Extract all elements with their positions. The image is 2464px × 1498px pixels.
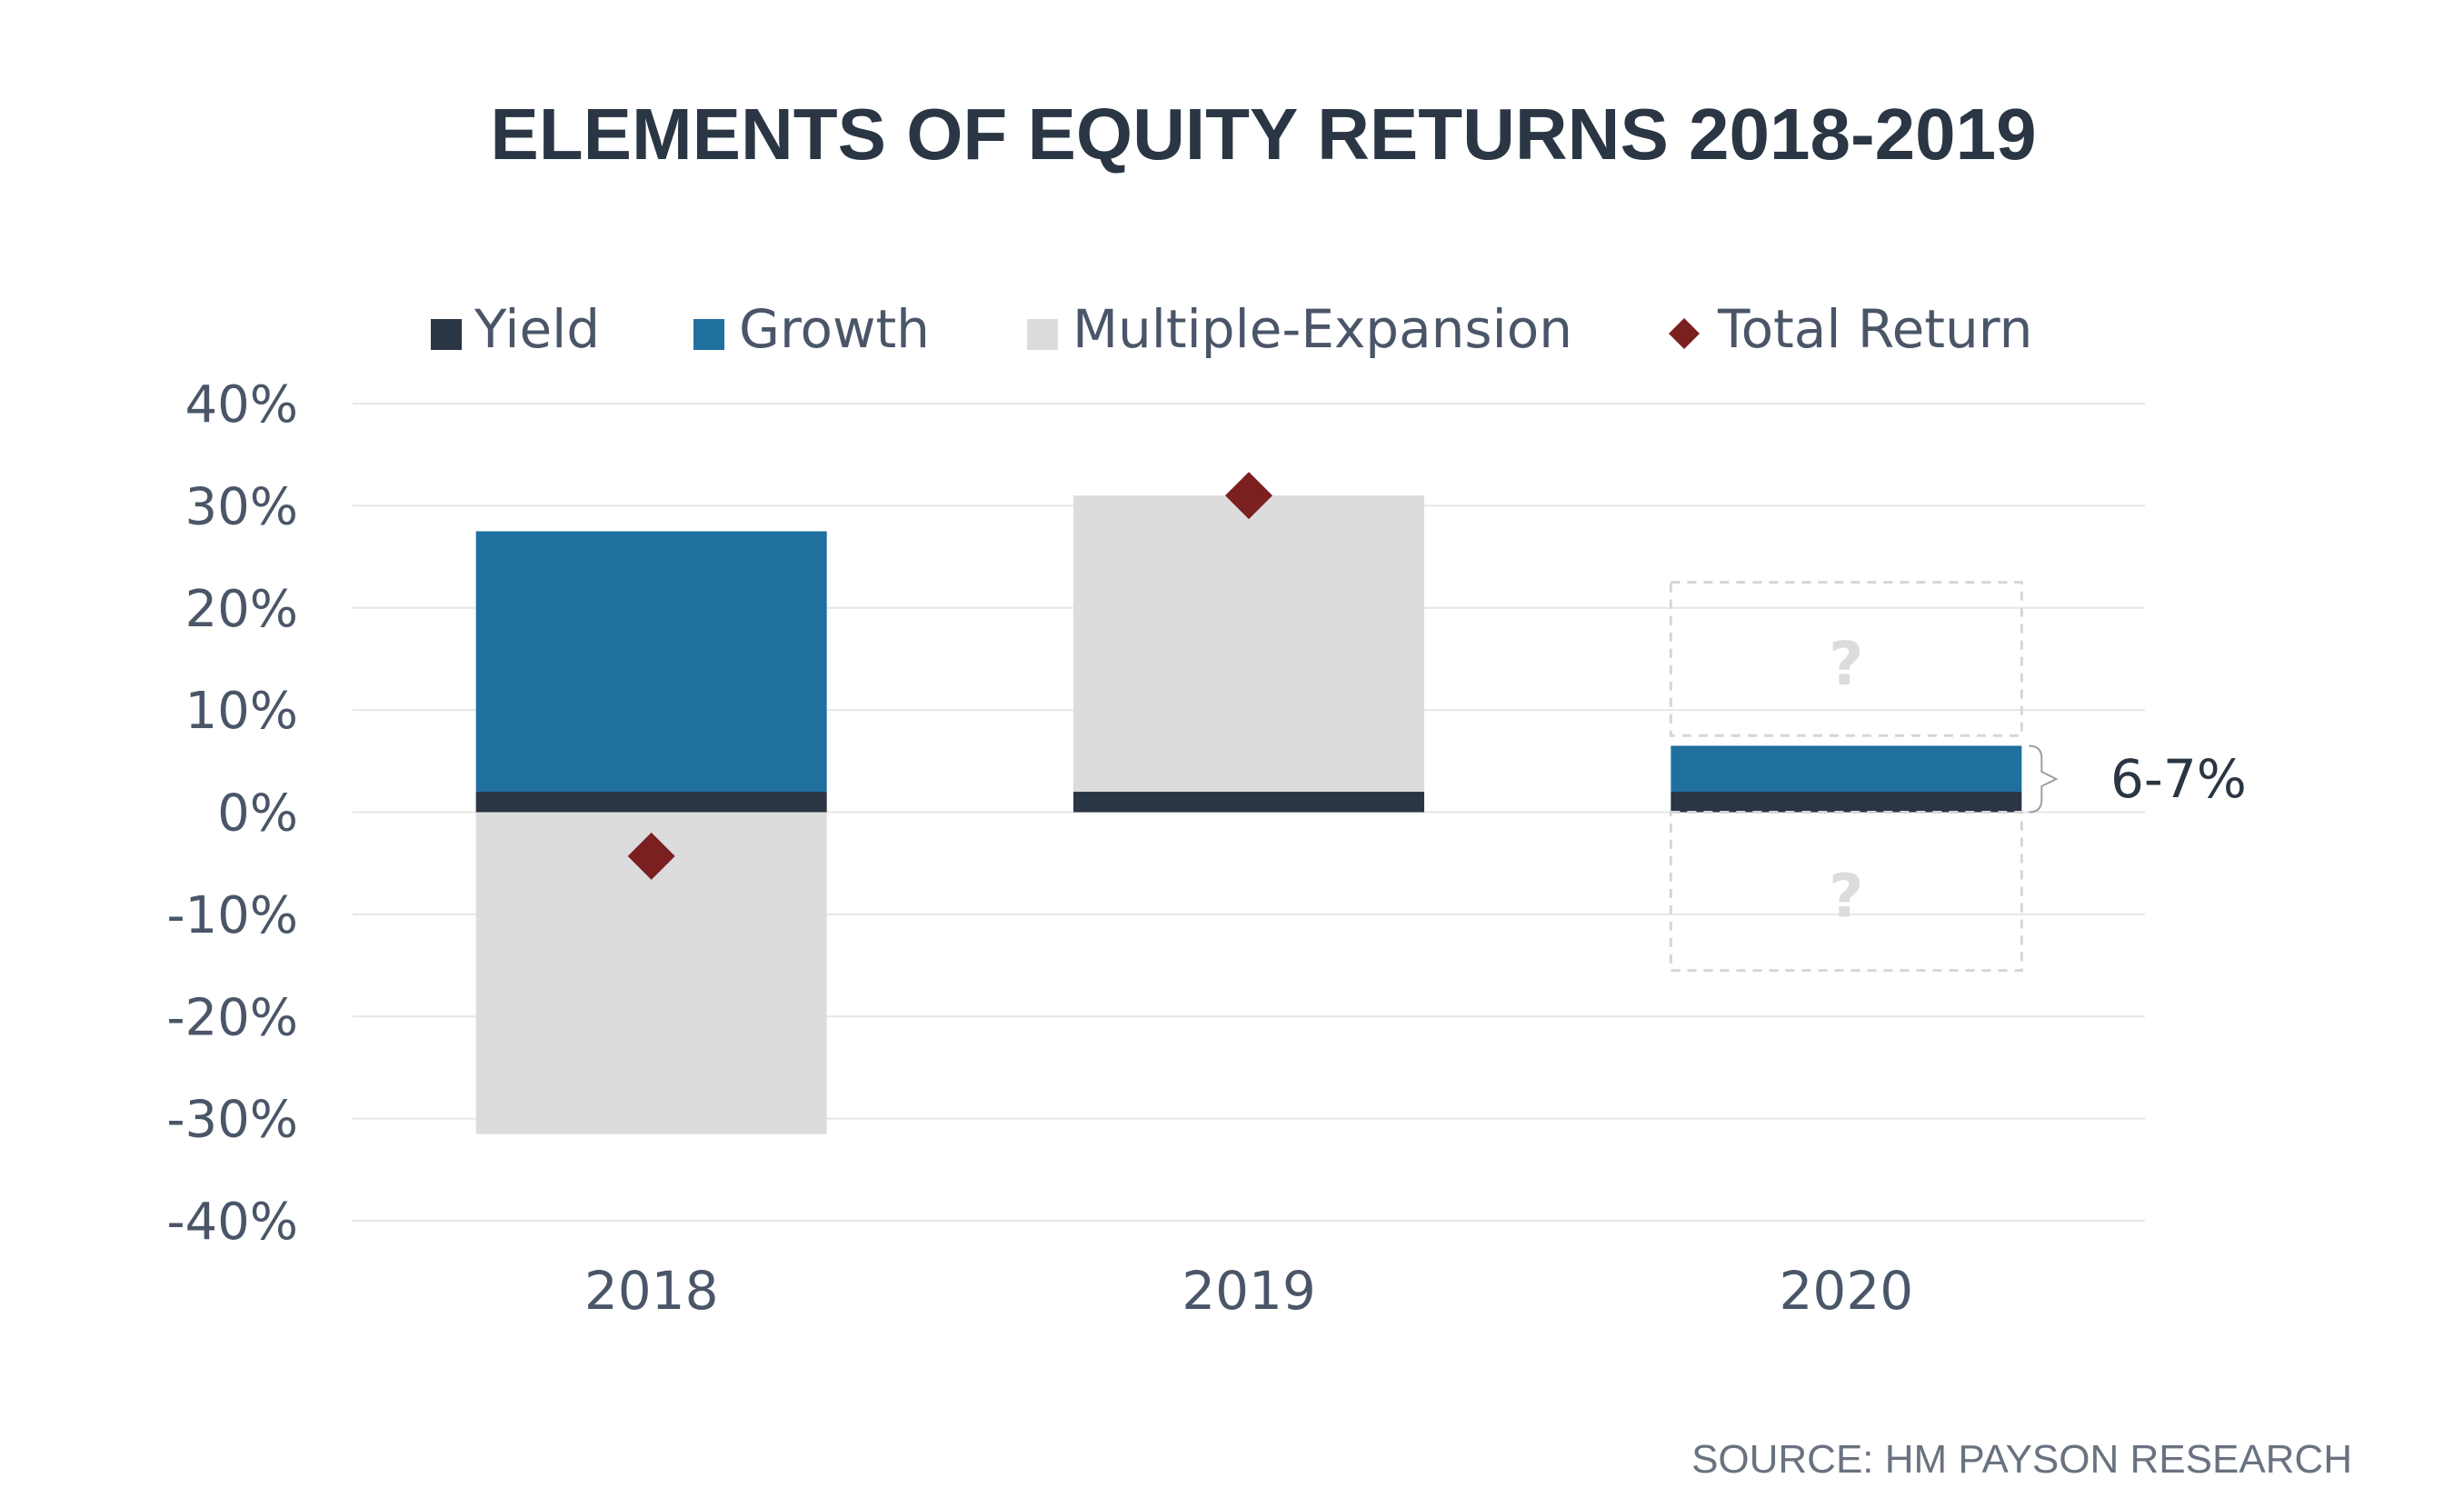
bar-yield-2019 xyxy=(1073,792,1424,813)
legend-label-yield: Yield xyxy=(474,298,600,360)
bar-growth-2020 xyxy=(1671,745,2022,793)
chart-title: ELEMENTS OF EQUITY RETURNS 2018-2019 xyxy=(490,94,2036,175)
legend: Yield Growth Multiple-Expansion Total Re… xyxy=(431,298,2032,360)
bar-yield-2020 xyxy=(1671,792,2022,813)
y-tick-label: -30% xyxy=(166,1091,298,1150)
y-tick-label: -20% xyxy=(166,988,298,1047)
bar-multiple-expansion-2019 xyxy=(1073,495,1424,793)
y-tick-label: 10% xyxy=(185,682,298,741)
uncertain-2020-boxes: ?? xyxy=(1669,581,2023,973)
bar-growth-2018 xyxy=(475,531,827,793)
legend-swatch-growth xyxy=(693,319,724,350)
uncertain-lower-box xyxy=(1669,811,2023,973)
y-tick-label: -10% xyxy=(166,886,298,945)
annotation-label: 6-7% xyxy=(2110,748,2247,810)
y-tick-label: 20% xyxy=(185,580,298,639)
legend-swatch-yield xyxy=(431,319,462,350)
legend-label-growth: Growth xyxy=(739,298,930,360)
x-tick-label: 2018 xyxy=(584,1260,719,1322)
x-tick-label: 2019 xyxy=(1182,1260,1316,1322)
legend-label-total-return: Total Return xyxy=(1717,298,2032,360)
annotation-6-7: 6-7% xyxy=(2029,744,2247,814)
annotation-bracket xyxy=(2029,744,2059,814)
x-tick-label: 2020 xyxy=(1780,1260,1914,1322)
y-tick-label: 30% xyxy=(185,477,298,536)
legend-swatch-multiple-expansion xyxy=(1027,319,1058,350)
bar-yield-2018 xyxy=(475,792,827,813)
legend-marker-total-return xyxy=(1669,318,1700,349)
bars xyxy=(475,495,2022,1134)
y-tick-label: 40% xyxy=(185,375,298,434)
y-axis-ticks: 40% 30% 20% 10% 0% -10% -20% -30% -40% xyxy=(166,375,298,1252)
source-note: SOURCE: HM PAYSON RESEARCH xyxy=(1691,1437,2352,1482)
y-tick-label: -40% xyxy=(166,1193,298,1252)
uncertain-question-mark: ? xyxy=(1829,629,1863,699)
total-return-markers xyxy=(627,472,1272,880)
x-axis-ticks: 2018 2019 2020 xyxy=(584,1260,1913,1322)
total-return-marker-2018 xyxy=(627,832,675,880)
uncertain-question-mark: ? xyxy=(1829,862,1863,932)
y-tick-label: 0% xyxy=(217,784,298,844)
legend-label-multiple-expansion: Multiple-Expansion xyxy=(1072,298,1572,360)
uncertain-upper-box xyxy=(1669,581,2023,737)
total-return-marker-2019 xyxy=(1225,472,1272,520)
